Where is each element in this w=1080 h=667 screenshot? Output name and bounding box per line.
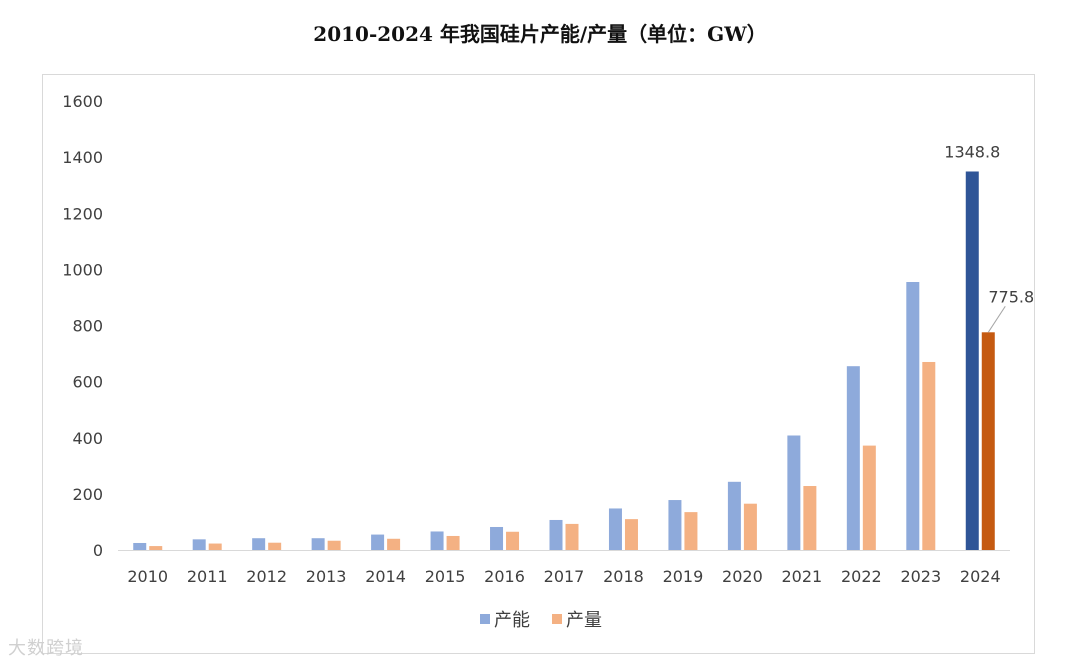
bar-output-2022 xyxy=(862,445,876,550)
bar-output-2020 xyxy=(743,503,757,550)
bar-capacity-2023 xyxy=(906,282,920,550)
x-tick-label: 2015 xyxy=(425,567,466,586)
x-tick-label: 2016 xyxy=(484,567,525,586)
bar-capacity-2014 xyxy=(371,534,385,550)
bar-output-2023 xyxy=(922,361,936,550)
bar-capacity-2022 xyxy=(846,366,860,550)
bar-output-2010 xyxy=(149,546,163,550)
bar-capacity-2016 xyxy=(490,526,504,550)
bar-output-2012 xyxy=(268,542,282,550)
bar-output-2017 xyxy=(565,523,579,550)
bar-capacity-2020 xyxy=(727,481,741,550)
x-tick-label: 2011 xyxy=(187,567,228,586)
legend-label-capacity: 产能 xyxy=(494,610,530,631)
y-tick-label: 1400 xyxy=(62,148,103,167)
x-tick-label: 2010 xyxy=(127,567,168,586)
bar-output-2018 xyxy=(624,519,638,550)
legend-swatch-capacity xyxy=(480,614,490,624)
bar-output-2011 xyxy=(208,543,222,550)
x-tick-label: 2012 xyxy=(246,567,287,586)
bar-capacity-2018 xyxy=(608,508,622,550)
data-label-capacity-2024: 1348.8 xyxy=(944,142,1000,161)
y-tick-label: 200 xyxy=(72,485,103,504)
bar-capacity-2024 xyxy=(965,171,979,551)
bar-capacity-2010 xyxy=(133,542,147,550)
x-tick-label: 2024 xyxy=(960,567,1001,586)
bar-output-2024 xyxy=(981,332,995,550)
x-tick-label: 2020 xyxy=(722,567,763,586)
x-tick-label: 2014 xyxy=(365,567,406,586)
chart-title: 2010-2024 年我国硅片产能/产量（单位：GW） xyxy=(313,22,767,46)
data-label-leader-line xyxy=(987,306,1006,333)
x-tick-label: 2022 xyxy=(841,567,882,586)
watermark-text: 大数跨境 xyxy=(8,638,84,659)
data-label-output-2024: 775.8 xyxy=(988,287,1034,306)
x-tick-label: 2019 xyxy=(663,567,704,586)
x-tick-label: 2021 xyxy=(782,567,823,586)
y-tick-label: 1200 xyxy=(62,204,103,223)
y-tick-label: 1000 xyxy=(62,260,103,279)
bar-capacity-2011 xyxy=(192,539,206,550)
x-tick-label: 2018 xyxy=(603,567,644,586)
y-tick-label: 800 xyxy=(72,317,103,336)
bar-capacity-2021 xyxy=(787,435,801,550)
y-tick-label: 400 xyxy=(72,429,103,448)
bar-output-2016 xyxy=(506,531,520,550)
bar-capacity-2015 xyxy=(430,531,444,550)
bar-output-2013 xyxy=(327,540,341,550)
bar-output-2021 xyxy=(803,486,817,550)
bar-capacity-2019 xyxy=(668,500,682,550)
x-tick-label: 2023 xyxy=(900,567,941,586)
bar-capacity-2013 xyxy=(311,538,325,550)
y-tick-label: 1600 xyxy=(62,92,103,111)
legend-label-output: 产量 xyxy=(566,610,602,631)
bar-output-2019 xyxy=(684,512,698,550)
chart-frame xyxy=(42,74,1035,654)
y-tick-label: 600 xyxy=(72,373,103,392)
bar-output-2014 xyxy=(387,538,401,550)
x-tick-label: 2017 xyxy=(544,567,585,586)
legend-swatch-output xyxy=(552,614,562,624)
bar-capacity-2012 xyxy=(252,538,266,550)
y-tick-label: 0 xyxy=(93,541,103,560)
bar-output-2015 xyxy=(446,535,460,550)
bar-capacity-2017 xyxy=(549,519,563,550)
x-tick-label: 2013 xyxy=(306,567,347,586)
